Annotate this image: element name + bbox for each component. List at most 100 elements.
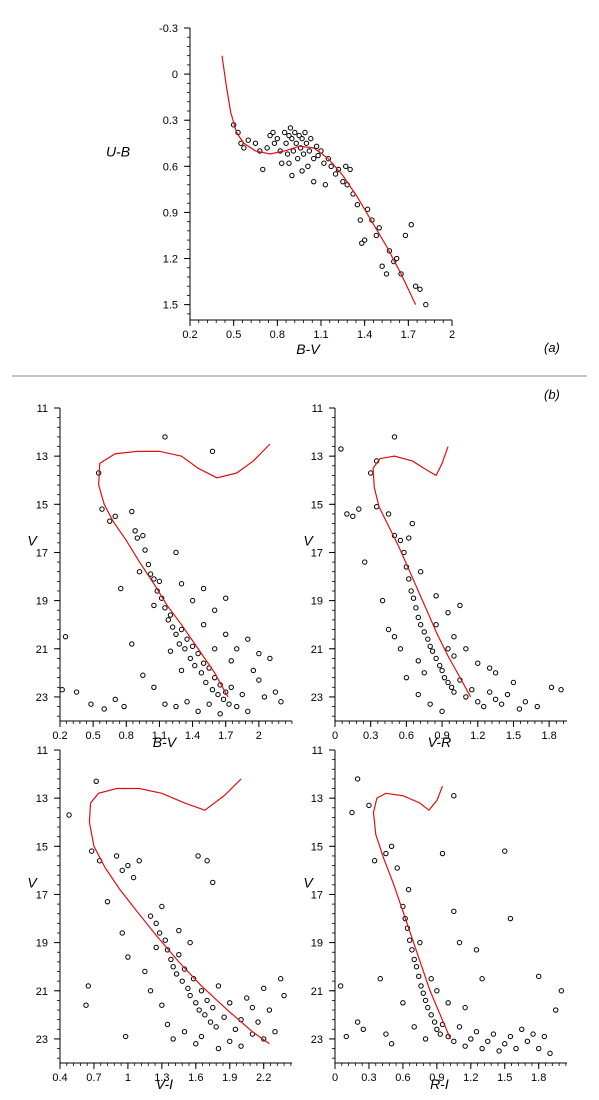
- x-axis-label: V-R: [428, 734, 452, 750]
- plot-v-vs-v-i: 0.4 0.7 1 1.3 1.6 1.9 2.2 11 13 15 17 19 21 23 V-I V: [27, 745, 292, 1092]
- data-point: [256, 677, 262, 683]
- y-tick-label: 23: [36, 692, 48, 704]
- data-point: [198, 988, 205, 994]
- x-tick-label: 0.6: [395, 1072, 410, 1084]
- data-point: [250, 667, 257, 674]
- data-point: [313, 143, 320, 150]
- data-point: [398, 271, 404, 277]
- data-point: [439, 708, 445, 715]
- data-point: [451, 908, 457, 915]
- data-point: [350, 513, 356, 520]
- isochrone-fit-line: [88, 778, 270, 1045]
- data-point: [462, 1043, 468, 1049]
- data-point: [88, 848, 95, 854]
- y-tick-label: 13: [311, 451, 323, 463]
- data-point: [200, 621, 207, 628]
- data-point: [409, 520, 416, 527]
- data-point: [178, 667, 185, 674]
- data-point: [200, 660, 207, 666]
- data-point: [485, 1038, 491, 1045]
- data-point: [321, 160, 327, 166]
- y-tick-label: 17: [311, 547, 323, 559]
- data-point: [249, 1004, 256, 1011]
- y-tick-label: 19: [311, 596, 323, 608]
- data-point: [206, 701, 212, 707]
- data-point: [524, 1038, 531, 1045]
- data-point: [93, 778, 99, 784]
- x-tick-label: 0.4: [52, 1072, 67, 1084]
- data-point: [402, 232, 409, 239]
- data-point: [343, 163, 349, 170]
- data-point: [88, 701, 94, 707]
- data-point: [364, 206, 371, 213]
- data-point: [187, 992, 193, 999]
- data-point: [502, 1041, 508, 1047]
- x-tick-label: 1.3: [154, 1072, 169, 1084]
- data-point: [178, 581, 185, 587]
- data-point: [354, 776, 361, 782]
- data-point: [349, 809, 355, 816]
- data-point: [223, 689, 229, 695]
- data-point: [66, 812, 72, 818]
- data-point: [209, 448, 216, 455]
- data-point: [429, 648, 436, 654]
- data-point: [130, 874, 137, 881]
- data-point: [534, 703, 540, 710]
- y-tick-label: 0.9: [163, 207, 178, 219]
- data-point: [456, 939, 463, 946]
- x-tick-label: 0.9: [429, 1072, 444, 1084]
- x-tick-label: 0: [332, 730, 338, 742]
- data-point: [427, 643, 433, 650]
- data-point: [403, 674, 410, 681]
- data-point: [475, 699, 481, 705]
- y-tick-label: 0.6: [163, 161, 178, 173]
- data-point: [85, 983, 91, 989]
- data-point: [413, 605, 419, 611]
- data-point: [119, 930, 125, 936]
- y-tick-label: 21: [36, 986, 48, 998]
- data-point: [156, 578, 163, 585]
- data-point: [377, 976, 383, 982]
- data-point: [311, 155, 317, 162]
- data-point: [299, 135, 305, 142]
- data-point: [408, 588, 414, 594]
- data-point: [261, 1036, 267, 1042]
- x-tick-label: 1.2: [470, 730, 485, 742]
- data-point: [394, 865, 400, 871]
- data-point: [283, 140, 289, 146]
- data-point: [448, 684, 455, 690]
- data-point: [391, 434, 398, 440]
- data-point: [252, 140, 259, 146]
- data-point: [299, 168, 305, 174]
- plot-u-b-vs-b-v: 0.2 0.5 0.8 1.1 1.4 1.7 2 -0.3 0 0.3 0.6 0.9 1.2 1.5 B…: [106, 23, 455, 357]
- data-point: [147, 988, 154, 994]
- data-point: [502, 848, 508, 854]
- data-point: [295, 155, 301, 162]
- data-point: [406, 576, 412, 582]
- y-tick-label: 11: [312, 403, 323, 415]
- x-tick-label: 1.5: [497, 1072, 512, 1084]
- data-point: [162, 605, 168, 611]
- data-point: [264, 145, 270, 151]
- data-point: [187, 655, 194, 662]
- data-point: [548, 684, 555, 690]
- data-point: [391, 634, 398, 640]
- data-point: [173, 971, 180, 977]
- data-point: [104, 898, 111, 905]
- data-point: [305, 163, 311, 170]
- data-point: [552, 1007, 559, 1013]
- data-point: [179, 978, 185, 984]
- data-point: [445, 609, 451, 616]
- y-tick-label: 13: [36, 451, 48, 463]
- data-point: [204, 997, 210, 1004]
- data-point: [279, 160, 285, 166]
- data-point: [292, 129, 298, 136]
- data-point: [223, 595, 229, 601]
- data-point: [190, 976, 197, 982]
- y-tick-label: 19: [36, 596, 48, 608]
- data-point: [119, 867, 125, 874]
- data-point: [209, 687, 216, 693]
- y-tick-label: 17: [311, 889, 323, 901]
- data-point: [153, 944, 159, 951]
